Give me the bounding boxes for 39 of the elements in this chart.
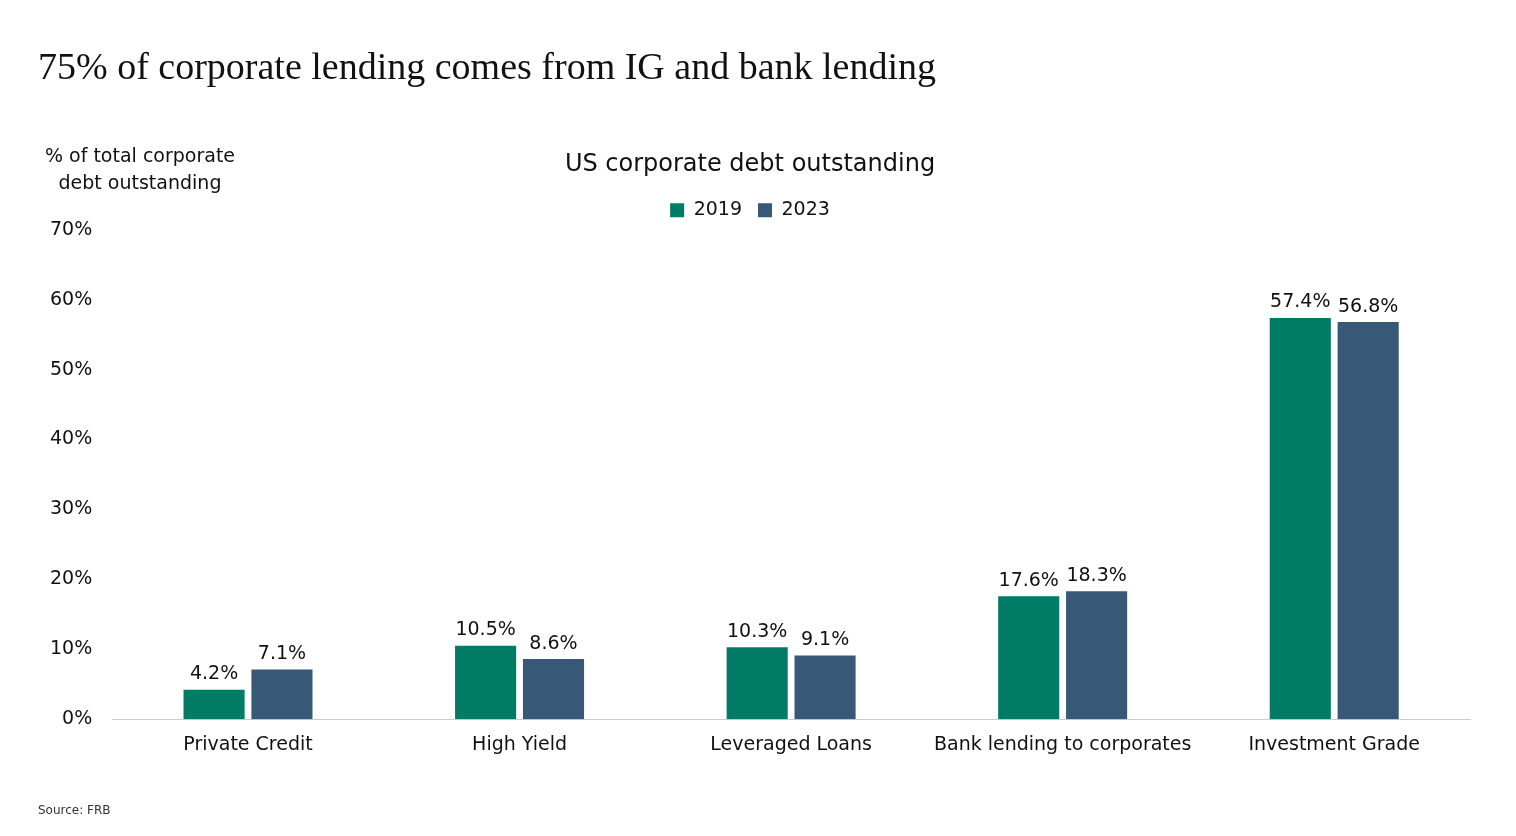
data-label: 57.4% <box>1270 289 1331 312</box>
y-tick-label: 10% <box>50 636 93 659</box>
y-tick-label: 50% <box>50 356 93 379</box>
data-label: 7.1% <box>257 641 307 663</box>
legend-label: 2019 <box>693 197 743 220</box>
x-tick-label: Bank lending to corporates <box>933 731 1192 754</box>
bar <box>522 659 585 720</box>
bar <box>794 655 856 720</box>
y-tick-label: 60% <box>50 286 93 309</box>
data-label: 10.3% <box>726 618 788 641</box>
y-tick-label: 20% <box>50 566 93 589</box>
y-tick-label: 30% <box>50 496 93 519</box>
bar <box>455 645 517 720</box>
y-tick-label: 40% <box>50 426 93 449</box>
data-label: 4.2% <box>189 661 239 684</box>
data-label: 56.8% <box>1337 293 1399 316</box>
bar <box>998 596 1060 720</box>
y-axis-title: % of total corporate debt outstanding <box>43 143 237 195</box>
bar <box>1337 322 1399 720</box>
y-tick-label: 70% <box>50 216 93 239</box>
data-label: 9.1% <box>800 627 850 650</box>
x-tick-label: Private Credit <box>183 731 313 754</box>
bar <box>1066 591 1128 720</box>
bar <box>251 669 313 720</box>
x-tick-label: High Yield <box>472 731 568 754</box>
bar <box>726 647 788 720</box>
data-label: 10.5% <box>455 617 516 640</box>
legend-label: 2023 <box>781 197 830 220</box>
source-note: Source: FRB <box>38 803 111 817</box>
chart-subtitle: US corporate debt outstanding <box>564 148 936 177</box>
bar <box>183 689 245 720</box>
bar <box>1269 317 1331 720</box>
x-tick-label: Investment Grade <box>1248 731 1421 754</box>
chart-title: 75% of corporate lending comes from IG and bank lending <box>38 44 937 88</box>
data-label: 17.6% <box>998 567 1059 590</box>
y-tick-label: 0% <box>62 706 93 729</box>
data-label: 18.3% <box>1066 562 1127 585</box>
x-tick-label: Leveraged Loans <box>710 731 872 754</box>
data-label: 8.6% <box>529 630 578 653</box>
